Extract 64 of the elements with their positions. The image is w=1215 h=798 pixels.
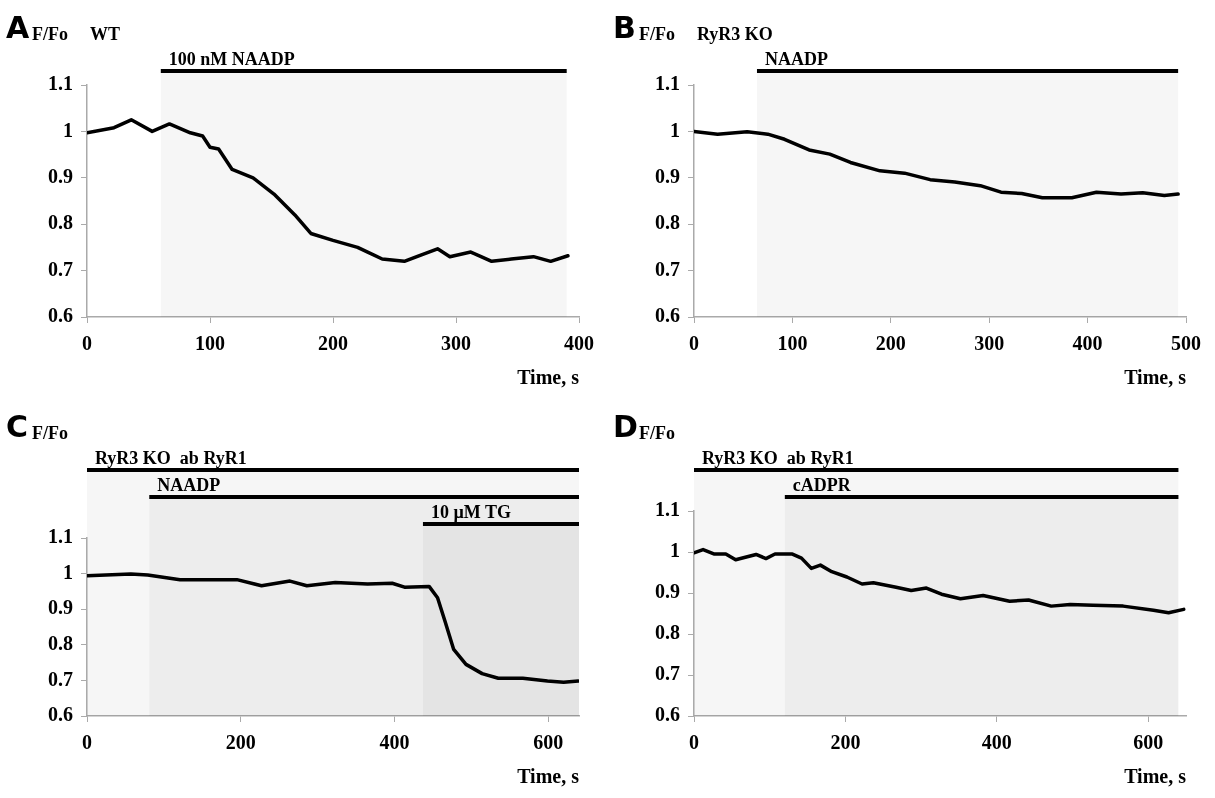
- x-tick-label: 0: [82, 731, 92, 754]
- y-tick-label: 0.8: [48, 211, 73, 234]
- chart-title: D: [613, 409, 638, 444]
- x-tick-label: 300: [974, 332, 1005, 355]
- y-tick-label: 1: [63, 560, 73, 583]
- x-axis-title: Time, s: [1124, 366, 1187, 389]
- y-tick-label: 0.8: [655, 211, 680, 234]
- band-label: RyR3 KO ab RyR1: [95, 448, 247, 468]
- x-tick-label: 100: [195, 332, 225, 355]
- x-tick-label: 400: [379, 731, 410, 754]
- x-tick-label: 0: [689, 731, 699, 754]
- x-tick-label: 600: [1133, 731, 1164, 754]
- band-label: cADPR: [792, 475, 852, 495]
- y-tick-label: 0.9: [48, 164, 73, 187]
- x-axis-title: Time, s: [517, 366, 580, 389]
- band-label: NAADP: [764, 49, 828, 69]
- y-tick-label: 0.9: [48, 596, 73, 619]
- y-tick-label: 0.6: [655, 703, 680, 726]
- band-label: 100 nM NAADP: [168, 49, 295, 69]
- x-tick-label: 200: [830, 731, 861, 754]
- y-tick-label: 1.1: [655, 72, 680, 95]
- y-tick-label: 0.9: [655, 164, 680, 187]
- y-tick-label: 1.1: [48, 525, 73, 548]
- x-tick-label: 300: [441, 332, 471, 355]
- text: WT: [89, 24, 121, 44]
- band-label: RyR3 KO ab RyR1: [702, 448, 854, 468]
- x-axis-title: Time, s: [1124, 765, 1187, 788]
- y-tick-label: 1.1: [655, 498, 680, 521]
- x-tick-label: 400: [981, 731, 1012, 754]
- x-tick-label: 200: [318, 332, 348, 355]
- x-tick-label: 400: [1072, 332, 1103, 355]
- y-tick-label: 0.6: [48, 703, 73, 726]
- y-axis-title: F/Fo: [32, 24, 68, 44]
- y-tick-label: 0.7: [48, 667, 73, 690]
- band-label: 10 µM TG: [430, 502, 511, 522]
- y-tick-label: 0.8: [655, 621, 680, 644]
- x-tick-label: 200: [875, 332, 906, 355]
- y-tick-label: 1: [670, 118, 680, 141]
- y-tick-label: 0.6: [655, 304, 680, 327]
- x-tick-label: 0: [689, 332, 699, 355]
- y-tick-label: 1.1: [48, 72, 73, 95]
- x-tick-label: 400: [564, 332, 594, 355]
- y-tick-label: 1: [670, 539, 680, 562]
- x-tick-label: 200: [225, 731, 256, 754]
- band-label: NAADP: [157, 475, 221, 495]
- y-axis-title: F/Fo: [639, 24, 675, 44]
- chart-title: A: [6, 10, 30, 45]
- text: RyR3 KO: [696, 24, 773, 44]
- y-tick-label: 0.6: [48, 304, 73, 327]
- x-axis-title: Time, s: [517, 765, 580, 788]
- y-tick-label: 0.9: [655, 580, 680, 603]
- y-axis-title: F/Fo: [639, 423, 675, 443]
- x-tick-label: 600: [533, 731, 564, 754]
- y-axis-title: F/Fo: [32, 423, 68, 443]
- y-tick-label: 0.7: [655, 662, 680, 685]
- chart-title: B: [613, 10, 636, 45]
- y-tick-label: 0.8: [48, 631, 73, 654]
- y-tick-label: 0.7: [48, 257, 73, 280]
- x-tick-label: 500: [1171, 332, 1201, 355]
- chart-title: C: [6, 409, 29, 444]
- x-tick-label: 100: [777, 332, 808, 355]
- x-tick-label: 0: [82, 332, 92, 355]
- y-tick-label: 1: [63, 118, 73, 141]
- y-tick-label: 0.7: [655, 257, 680, 280]
